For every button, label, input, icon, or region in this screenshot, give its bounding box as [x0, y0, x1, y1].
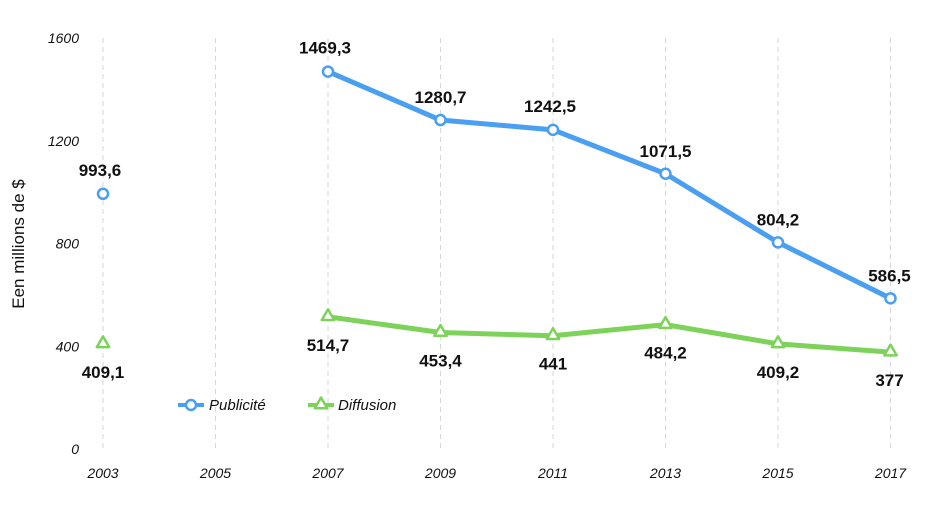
y-tick-label: 1200 [48, 133, 79, 149]
data-point [433, 323, 448, 338]
legend-marker [313, 396, 329, 410]
data-label: 1280,7 [415, 88, 467, 107]
data-label: 1242,5 [524, 97, 576, 116]
data-labels: 993,6 1469,3 1280,7 1242,5 1071,5 804,2 586,5 4… [79, 39, 911, 391]
legend-marker [184, 398, 198, 412]
legend-label: Diffusion [338, 397, 396, 414]
x-tick-label: 2015 [761, 465, 793, 481]
series-lines [95, 65, 898, 357]
x-axis-ticks: 2003 2005 2007 2009 2011 2013 2015 2017 [86, 465, 907, 481]
legend-item-1: Diffusion [308, 396, 396, 414]
x-tick-label: 2013 [649, 465, 681, 481]
x-tick-label: 2007 [311, 465, 344, 481]
data-label: 453,4 [419, 352, 462, 371]
data-point [770, 335, 786, 349]
data-point [95, 335, 111, 349]
y-axis-ticks: 0 400 800 1200 1600 [48, 30, 79, 457]
data-point [545, 326, 561, 341]
data-point [546, 123, 560, 137]
grid [102, 38, 891, 449]
data-point [321, 65, 335, 78]
data-point [884, 292, 897, 305]
data-point [434, 113, 447, 127]
data-point [320, 308, 336, 322]
y-tick-label: 0 [71, 441, 79, 457]
data-label: 409,1 [82, 363, 125, 382]
series-line-0 [325, 69, 893, 301]
data-label: 1071,5 [640, 142, 692, 161]
data-label: 993,6 [79, 161, 122, 180]
data-label: 484,2 [644, 344, 687, 363]
data-label: 586,5 [868, 266, 911, 285]
y-tick-label: 800 [56, 236, 80, 252]
data-label: 514,7 [307, 336, 350, 355]
data-label: 409,2 [757, 363, 800, 382]
legend: Publicité Diffusion [178, 396, 396, 414]
data-label: 441 [539, 355, 567, 374]
y-axis-label: Een millions de $ [9, 179, 28, 309]
data-label: 1469,3 [299, 39, 351, 58]
data-point [659, 167, 672, 181]
legend-label: Publicité [209, 397, 266, 414]
data-point [96, 187, 110, 201]
x-tick-label: 2017 [874, 465, 907, 481]
y-tick-label: 400 [56, 338, 80, 354]
data-point [658, 315, 673, 330]
data-point [771, 236, 785, 249]
data-label: 804,2 [757, 210, 800, 229]
data-point [883, 343, 898, 357]
legend-item-0: Publicité [178, 397, 266, 414]
x-tick-label: 2011 [537, 465, 568, 481]
x-tick-label: 2005 [199, 465, 231, 481]
series-line-1 [325, 314, 893, 355]
x-tick-label: 2009 [424, 465, 456, 481]
y-tick-label: 1600 [48, 30, 79, 46]
x-tick-label: 2003 [86, 465, 118, 481]
data-label: 377 [875, 371, 903, 390]
